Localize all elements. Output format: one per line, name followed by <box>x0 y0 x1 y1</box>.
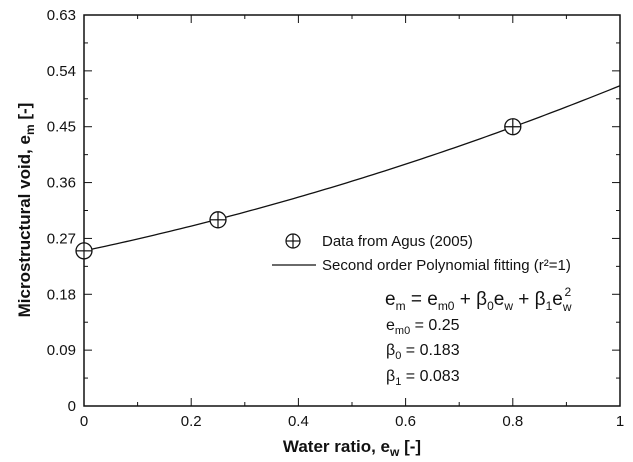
x-tick-label: 0 <box>80 413 88 430</box>
equation-em0: em0 = 0.25 <box>386 317 460 337</box>
equation-annotation: em = em0 + β0ew + β1ew2 em0 = 0.25 β0 = … <box>385 285 572 388</box>
tick-labels: 0 0.2 0.4 0.6 0.8 1 0 0.09 0.18 0.27 0.36 0.45 0.54 0… <box>47 7 624 430</box>
x-tick-label: 0.4 <box>288 413 309 430</box>
x-tick-label: 0.8 <box>502 413 523 430</box>
y-axis-title: Microstructural void, em [-] <box>15 103 37 318</box>
x-tick-label: 0.6 <box>395 413 416 430</box>
data-point <box>75 242 93 260</box>
x-axis-title: Water ratio, ew [-] <box>283 437 421 459</box>
y-tick-label: 0.45 <box>47 119 76 136</box>
y-tick-label: 0.54 <box>47 63 76 80</box>
y-tick-label: 0.63 <box>47 7 76 24</box>
plot-frame <box>83 14 621 407</box>
series-polynomial-fit-line <box>83 85 621 252</box>
y-tick-label: 0 <box>68 398 76 415</box>
data-point <box>209 211 227 229</box>
axis-ticks <box>83 14 621 407</box>
series-agus-data-points <box>75 118 522 260</box>
legend-label-data: Data from Agus (2005) <box>322 233 473 250</box>
equation-beta1: β1 = 0.083 <box>386 368 460 388</box>
y-tick-label: 0.36 <box>47 175 76 192</box>
data-point <box>504 118 522 136</box>
x-tick-label: 1 <box>616 413 624 430</box>
y-tick-label: 0.27 <box>47 230 76 247</box>
y-tick-label: 0.18 <box>47 286 76 303</box>
legend: Data from Agus (2005) Second order Polyn… <box>272 233 571 274</box>
y-tick-label: 0.09 <box>47 342 76 359</box>
legend-label-fit: Second order Polynomial fitting (r²=1) <box>322 257 571 274</box>
x-tick-label: 0.2 <box>181 413 202 430</box>
legend-marker-data <box>285 233 301 249</box>
equation-main: em = em0 + β0ew + β1ew2 <box>385 285 572 314</box>
equation-beta0: β0 = 0.183 <box>386 342 460 362</box>
